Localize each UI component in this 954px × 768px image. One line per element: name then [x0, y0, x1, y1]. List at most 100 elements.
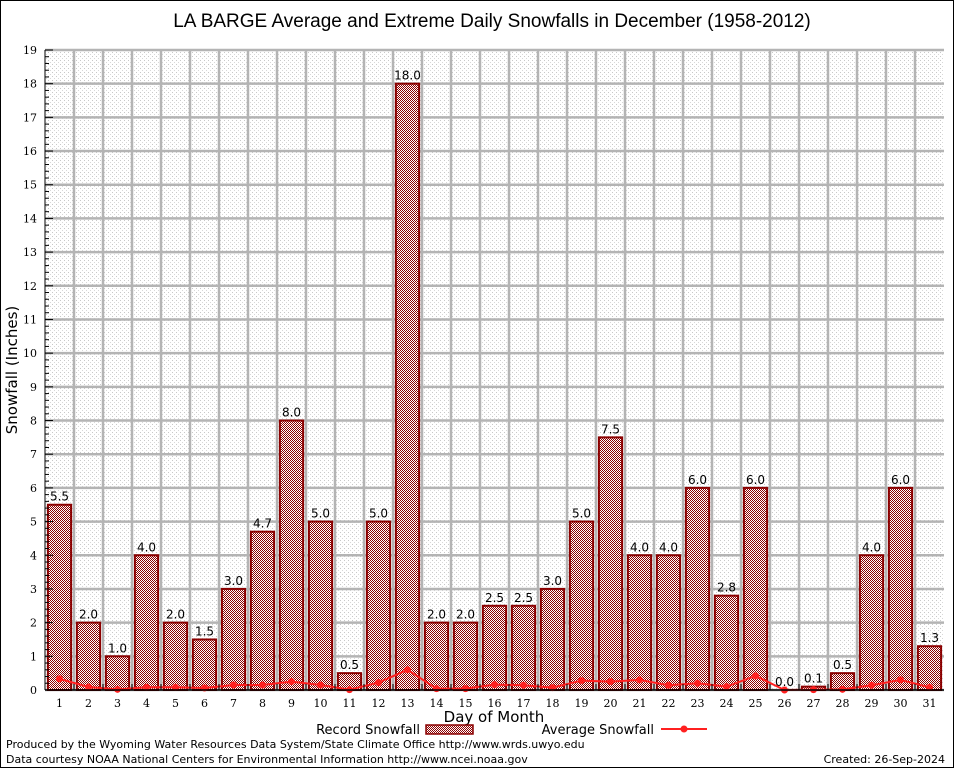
bar-value-label: 5.0 — [311, 507, 330, 521]
record-bar — [249, 530, 276, 691]
record-bar — [742, 486, 769, 692]
record-bar — [626, 554, 653, 692]
x-tick-labels: 1 2 3 4 5 6 7 8 9 10 11 12 13 14 15 16 17 18 19 20 21 22 23 24 2… — [56, 697, 937, 710]
bar-value-label: 1.3 — [920, 631, 939, 645]
legend-record-swatch — [425, 724, 474, 735]
x-tick-label: 1 — [56, 697, 63, 710]
y-tick-label: 1 — [30, 650, 37, 663]
x-tick-label: 4 — [143, 697, 150, 710]
bar-value-label: 1.5 — [195, 624, 214, 638]
x-tick-label: 24 — [720, 697, 734, 710]
x-tick-label: 14 — [430, 697, 444, 710]
bar-value-label: 4.0 — [630, 540, 649, 554]
x-tick-label: 19 — [575, 697, 589, 710]
average-point — [752, 672, 759, 680]
average-point — [375, 679, 382, 687]
bar-value-label: 6.0 — [688, 473, 707, 487]
y-tick-label: 7 — [30, 448, 37, 461]
bar-value-label: 4.7 — [253, 517, 272, 531]
average-point — [897, 676, 904, 684]
average-point — [868, 681, 875, 689]
y-tick-label: 4 — [30, 549, 37, 562]
y-tick-label: 9 — [30, 381, 37, 394]
average-point — [85, 683, 92, 691]
record-bar — [46, 503, 73, 691]
bar-value-label: 0.5 — [340, 658, 359, 672]
bar-value-label: 2.5 — [485, 591, 504, 605]
x-tick-label: 15 — [459, 697, 473, 710]
x-tick-label: 30 — [894, 697, 908, 710]
y-tick-label: 14 — [23, 212, 37, 225]
average-point — [288, 678, 295, 686]
bar-value-label: 2.0 — [79, 608, 98, 622]
record-bar — [365, 520, 392, 691]
average-point — [404, 666, 411, 674]
axes — [44, 49, 944, 691]
x-tick-label: 17 — [517, 697, 531, 710]
bar-value-label: 2.5 — [514, 591, 533, 605]
record-bar — [916, 645, 943, 691]
x-tick-label: 22 — [662, 697, 676, 710]
bar-value-label: 3.0 — [224, 574, 243, 588]
x-tick-label: 13 — [401, 697, 415, 710]
x-tick-label: 10 — [314, 697, 328, 710]
average-point — [462, 685, 469, 693]
record-bar — [75, 621, 102, 692]
bar-value-label: 1.0 — [108, 641, 127, 655]
x-tick-label: 21 — [633, 697, 647, 710]
bar-value-label: 6.0 — [746, 473, 765, 487]
plot-background — [45, 50, 944, 690]
y-tick-label: 11 — [23, 313, 37, 326]
y-tick-label: 10 — [23, 347, 37, 360]
x-axis-label: Day of Month — [444, 708, 545, 726]
x-tick-label: 3 — [114, 697, 121, 710]
record-bar — [597, 436, 624, 691]
bar-value-label: 4.0 — [862, 540, 881, 554]
y-tick-label: 0 — [30, 684, 37, 697]
record-bar — [481, 604, 508, 692]
chart-title: LA BARGE Average and Extreme Daily Snowf… — [173, 11, 811, 32]
bar-value-label: 5.0 — [572, 507, 591, 521]
footer-created-date: Created: 26-Sep-2024 — [824, 753, 945, 766]
record-bar — [452, 621, 479, 692]
average-point — [259, 681, 266, 689]
record-bar — [191, 638, 218, 692]
bar-value-label: 0.5 — [833, 658, 852, 672]
average-point — [926, 683, 933, 691]
x-tick-label: 2 — [85, 697, 92, 710]
x-tick-label: 18 — [546, 697, 560, 710]
average-point — [694, 679, 701, 687]
record-bar — [162, 621, 189, 692]
y-tick-label: 5 — [30, 516, 37, 529]
bar-value-label: 7.5 — [601, 422, 620, 436]
bar-value-label: 4.0 — [659, 540, 678, 554]
record-bar — [684, 486, 711, 692]
legend: Record Snowfall Average Snowfall — [316, 723, 707, 738]
x-tick-label: 12 — [372, 697, 386, 710]
record-bar — [510, 604, 537, 692]
bar-value-label: 2.0 — [166, 608, 185, 622]
y-tick-label: 15 — [23, 179, 37, 192]
record-bar — [394, 82, 421, 692]
x-tick-label: 5 — [172, 697, 179, 710]
x-tick-label: 7 — [230, 697, 237, 710]
x-tick-label: 29 — [865, 697, 879, 710]
bar-value-label: 2.0 — [456, 608, 475, 622]
average-point — [317, 681, 324, 689]
bar-value-label: 3.0 — [543, 574, 562, 588]
x-tick-label: 8 — [259, 697, 266, 710]
average-point — [143, 683, 150, 691]
legend-average-label: Average Snowfall — [542, 723, 654, 738]
average-point — [520, 681, 527, 689]
x-tick-label: 16 — [488, 697, 502, 710]
record-bar — [104, 655, 131, 692]
y-tick-label: 13 — [23, 246, 37, 259]
y-tick-label: 17 — [23, 111, 37, 124]
x-tick-label: 25 — [749, 697, 763, 710]
average-point — [230, 681, 237, 689]
x-tick-label: 23 — [691, 697, 705, 710]
x-tick-label: 28 — [836, 697, 850, 710]
record-bar — [568, 520, 595, 691]
